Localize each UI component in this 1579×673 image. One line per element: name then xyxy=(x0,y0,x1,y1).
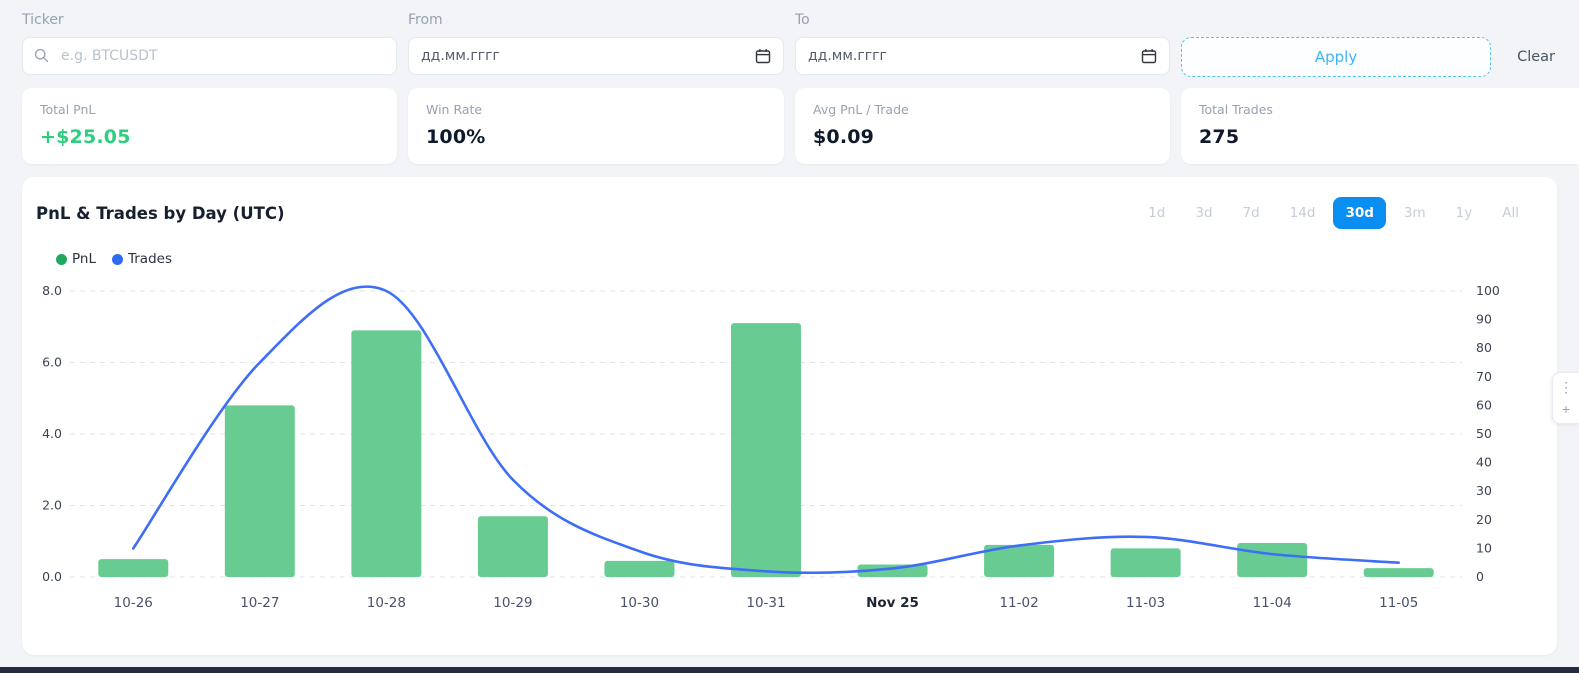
svg-text:10-28: 10-28 xyxy=(367,595,406,611)
stat-card-total-pnl: Total PnL +$25.05 xyxy=(22,88,397,164)
ticker-field-group: Ticker xyxy=(22,12,397,77)
svg-text:100: 100 xyxy=(1476,283,1500,298)
range-button-7d[interactable]: 7d xyxy=(1231,197,1272,229)
from-label: From xyxy=(408,12,443,28)
from-date-placeholder: дд.мм.гггг xyxy=(421,48,500,64)
stat-label: Total PnL xyxy=(40,102,96,117)
ticker-label: Ticker xyxy=(22,12,64,28)
svg-text:11-03: 11-03 xyxy=(1126,595,1165,611)
range-buttons: 1d 3d 7d 14d 30d 3m 1y All xyxy=(1130,197,1531,229)
filter-bar: Ticker From дд.мм.гггг To xyxy=(0,0,1579,77)
legend-item-pnl: PnL xyxy=(56,251,96,267)
to-label: To xyxy=(795,12,810,28)
svg-text:80: 80 xyxy=(1476,340,1492,355)
to-field-group: To дд.мм.гггг xyxy=(795,12,1170,77)
svg-text:10-26: 10-26 xyxy=(114,595,153,611)
stat-value: $0.09 xyxy=(813,126,875,148)
svg-text:20: 20 xyxy=(1476,512,1492,527)
stat-card-total-trades: Total Trades 275 xyxy=(1181,88,1579,164)
chart-title: PnL & Trades by Day (UTC) xyxy=(36,203,285,223)
clear-button[interactable]: Clear xyxy=(1515,45,1557,69)
legend-dot-trades xyxy=(111,253,123,265)
range-button-30d[interactable]: 30d xyxy=(1333,197,1386,229)
svg-text:11-04: 11-04 xyxy=(1253,595,1292,611)
stat-value: 100% xyxy=(426,126,486,148)
plus-icon[interactable]: + xyxy=(1561,401,1571,417)
stat-card-avg-pnl-trade: Avg PnL / Trade $0.09 xyxy=(795,88,1170,164)
svg-text:10-30: 10-30 xyxy=(620,595,659,611)
svg-text:40: 40 xyxy=(1476,455,1492,470)
svg-text:50: 50 xyxy=(1476,426,1492,441)
range-button-all[interactable]: All xyxy=(1490,197,1531,229)
legend-label: Trades xyxy=(127,251,172,267)
chart-side-toolbar: ⋮ + xyxy=(1552,372,1579,424)
stat-value: 275 xyxy=(1199,126,1240,148)
svg-text:90: 90 xyxy=(1476,312,1492,327)
chart-card: PnL & Trades by Day (UTC) 1d 3d 7d 14d 30d 3m… xyxy=(22,177,1557,655)
range-button-1d[interactable]: 1d xyxy=(1136,197,1177,229)
svg-text:11-05: 11-05 xyxy=(1379,595,1418,611)
range-button-14d[interactable]: 14d xyxy=(1278,197,1328,229)
svg-text:4.0: 4.0 xyxy=(42,426,62,441)
to-calendar-icon[interactable] xyxy=(1141,48,1157,64)
svg-text:0: 0 xyxy=(1476,569,1484,584)
apply-button[interactable]: Apply xyxy=(1181,37,1492,77)
stat-card-win-rate: Win Rate 100% xyxy=(408,88,784,164)
legend-dot-pnl xyxy=(56,253,67,265)
stat-label: Avg PnL / Trade xyxy=(813,102,909,117)
legend-label: PnL xyxy=(72,251,96,267)
svg-text:10-27: 10-27 xyxy=(240,595,279,611)
legend-item-trades: Trades xyxy=(111,251,172,267)
stat-value: +$25.05 xyxy=(40,126,131,148)
from-field-group: From дд.мм.гггг xyxy=(408,12,784,77)
stat-label: Win Rate xyxy=(426,102,483,117)
svg-text:8.0: 8.0 xyxy=(42,283,62,298)
svg-text:0.0: 0.0 xyxy=(42,569,62,584)
range-button-3m[interactable]: 3m xyxy=(1392,197,1438,229)
svg-text:10-31: 10-31 xyxy=(746,595,785,611)
drag-dots-icon[interactable]: ⋮ xyxy=(1559,379,1573,395)
chart-canvas[interactable]: 0.0 2.0 4.0 6.0 8.0 0 10 20 30 40 50 60 70 80 90 100 10-… xyxy=(22,279,1557,623)
svg-text:2.0: 2.0 xyxy=(42,498,62,513)
search-icon xyxy=(34,48,49,63)
stat-label: Total Trades xyxy=(1199,102,1273,117)
svg-text:10: 10 xyxy=(1476,540,1492,555)
from-calendar-icon[interactable] xyxy=(755,48,771,64)
filter-actions-group: Apply Clear xyxy=(1181,12,1557,77)
ticker-search-input[interactable] xyxy=(22,37,397,75)
pnl-trades-chart: 0.0 2.0 4.0 6.0 8.0 0 10 20 30 40 50 60 70 80 90 100 10-… xyxy=(42,283,1500,611)
bottom-divider xyxy=(0,667,1579,673)
range-button-3d[interactable]: 3d xyxy=(1183,197,1224,229)
svg-text:10-29: 10-29 xyxy=(493,595,532,611)
stats-row: Total PnL +$25.05 Win Rate 100% Avg PnL / Tr… xyxy=(0,77,1579,164)
svg-text:30: 30 xyxy=(1476,483,1492,498)
chart-legend: PnL Trades xyxy=(22,229,1557,267)
from-date-input[interactable]: дд.мм.гггг xyxy=(408,37,784,75)
svg-text:Nov 25: Nov 25 xyxy=(866,595,919,611)
svg-text:70: 70 xyxy=(1476,369,1492,384)
range-button-1y[interactable]: 1y xyxy=(1444,197,1485,229)
svg-text:11-02: 11-02 xyxy=(999,595,1038,611)
to-date-input[interactable]: дд.мм.гггг xyxy=(795,37,1170,75)
svg-text:6.0: 6.0 xyxy=(42,355,62,370)
to-date-placeholder: дд.мм.гггг xyxy=(808,48,887,64)
svg-text:60: 60 xyxy=(1476,397,1492,412)
